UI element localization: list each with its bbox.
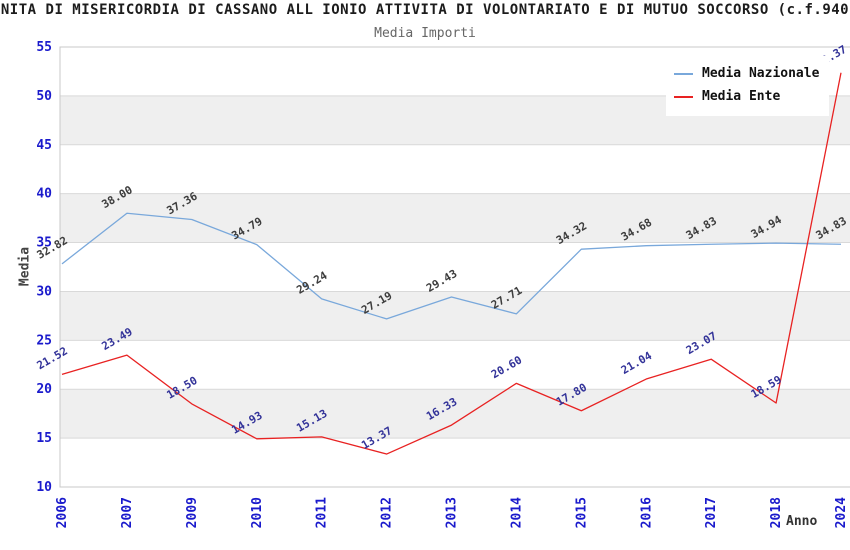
y-tick-label: 50 <box>36 89 52 104</box>
x-tick-label: 2013 <box>445 497 460 528</box>
x-tick-label: 2017 <box>704 497 719 528</box>
y-tick-label: 45 <box>36 138 52 153</box>
y-tick-label: 30 <box>36 284 52 299</box>
page-title: NITA DI MISERICORDIA DI CASSANO ALL IONI… <box>0 2 850 18</box>
plot-band <box>60 193 850 243</box>
x-tick-label: 2014 <box>509 497 524 528</box>
data-label-0: 29.43 <box>424 267 459 295</box>
y-tick-label: 20 <box>36 382 52 397</box>
media-nazionale-line-marker-icon <box>674 72 693 75</box>
plot-band <box>60 389 850 439</box>
x-tick-label: 2006 <box>55 497 70 528</box>
legend-item-media-ente: Media Ente <box>674 85 819 108</box>
legend-label-media-ente: Media Ente <box>702 89 781 104</box>
legend-item-media-nazionale: Media Nazionale <box>674 62 819 85</box>
plot-band <box>60 291 850 341</box>
x-tick-label: 2012 <box>380 497 395 528</box>
y-tick-label: 40 <box>36 187 52 202</box>
data-label-1: 20.60 <box>489 353 524 381</box>
y-tick-label: 35 <box>36 236 52 251</box>
x-tick-label: 2016 <box>639 497 654 528</box>
plot-border <box>59 46 850 488</box>
y-tick-label: 15 <box>36 431 52 446</box>
y-tick-label: 10 <box>36 480 52 495</box>
data-label-1: 21.04 <box>619 349 655 377</box>
media-ente-line-marker-icon <box>674 95 693 98</box>
x-axis-title: Anno <box>786 514 818 529</box>
series-line-1 <box>61 72 842 455</box>
y-tick-label: 25 <box>36 333 52 348</box>
x-tick-label: 2009 <box>185 497 200 528</box>
y-tick-label: 55 <box>36 40 52 55</box>
x-tick-label: 2010 <box>250 497 265 528</box>
x-tick-label: 2007 <box>120 497 135 528</box>
x-tick-label: 2015 <box>574 497 589 528</box>
x-tick-label: 2011 <box>315 497 330 528</box>
x-tick-label: 2018 <box>769 497 784 528</box>
data-label-1: 21.52 <box>35 344 70 372</box>
x-tick-label: 2024 <box>834 497 849 528</box>
y-axis-title: Media <box>17 246 33 287</box>
legend: Media Nazionale Media Ente <box>666 56 830 116</box>
series-line-0 <box>61 212 842 320</box>
chart-title: Media Importi <box>374 26 476 41</box>
legend-label-media-nazionale: Media Nazionale <box>702 66 820 81</box>
